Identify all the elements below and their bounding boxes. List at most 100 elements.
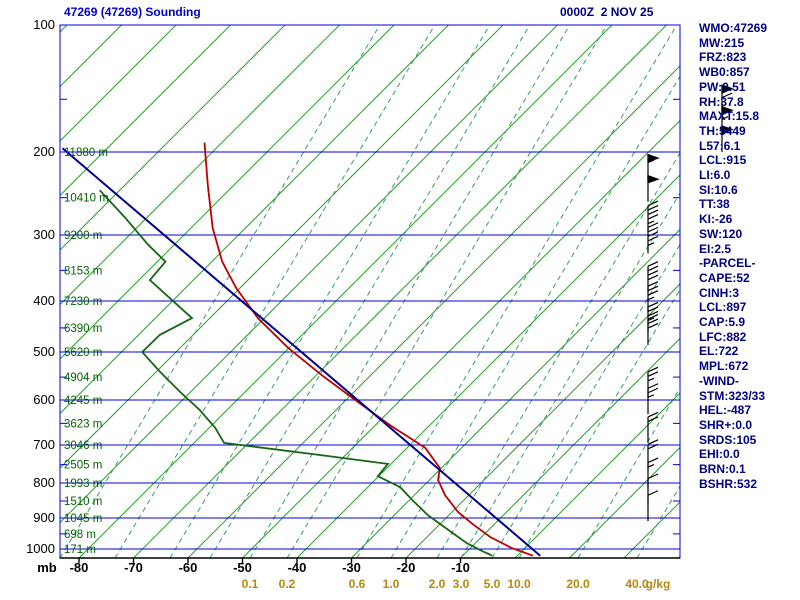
stat-line: CAPE:52 bbox=[699, 270, 750, 285]
stat-line: BSHR:532 bbox=[699, 476, 758, 491]
mixing-ratio-label: 20.0 bbox=[566, 577, 590, 591]
wind-barb bbox=[647, 200, 659, 232]
height-label: 171 m bbox=[64, 544, 96, 556]
temp-tick-label: -20 bbox=[397, 560, 416, 575]
pressure-tick-label: 200 bbox=[33, 144, 55, 159]
pressure-tick-label: 400 bbox=[33, 293, 55, 308]
stat-line: L57:6.1 bbox=[699, 138, 741, 153]
height-label: 698 m bbox=[64, 529, 96, 541]
temp-tick-label: -70 bbox=[124, 560, 143, 575]
mixing-ratio-label: 3.0 bbox=[453, 577, 470, 591]
height-label: 5620 m bbox=[64, 347, 102, 359]
dewpoint-curve bbox=[99, 189, 493, 557]
stat-line: MAXT:15.8 bbox=[699, 109, 760, 124]
stat-line: MW:215 bbox=[699, 35, 745, 50]
wind-barb bbox=[647, 261, 659, 293]
stat-line: CINH:3 bbox=[699, 285, 740, 300]
pressure-tick-label: 800 bbox=[33, 475, 55, 490]
mixing-ratio-label: 0.6 bbox=[349, 577, 366, 591]
stat-line: SRDS:105 bbox=[699, 432, 757, 447]
mixing-ratio-label: 10.0 bbox=[507, 577, 531, 591]
wind-barbs bbox=[647, 84, 734, 522]
mixing-ratio-label: 40.0 bbox=[625, 577, 649, 591]
height-label: 8153 m bbox=[64, 265, 102, 277]
stat-line: BRN:0.1 bbox=[699, 462, 746, 477]
pressure-tick-label: 900 bbox=[33, 510, 55, 525]
stat-line: TT:38 bbox=[699, 197, 730, 212]
stat-line: -WIND- bbox=[699, 373, 739, 388]
mixing-unit-label: g/kg bbox=[646, 577, 671, 591]
height-label: 4245 m bbox=[64, 395, 102, 407]
pressure-unit-label: mb bbox=[37, 560, 57, 575]
mixing-ratio-label: 1.0 bbox=[383, 577, 400, 591]
stat-line: RH:37.8 bbox=[699, 94, 744, 109]
height-label: 2505 m bbox=[64, 460, 102, 472]
height-label: 1045 m bbox=[64, 513, 102, 525]
height-label: 1510 m bbox=[64, 496, 102, 508]
mixing-ratio-lines bbox=[60, 25, 680, 558]
height-label: 1993 m bbox=[64, 478, 102, 490]
stats-panel: WMO:47269 MW:215 FRZ:823 WB0:857 PW:0.51 RH:3… bbox=[699, 21, 799, 492]
temp-tick-label: -30 bbox=[342, 560, 361, 575]
wind-barb bbox=[647, 457, 659, 489]
bottom-axis bbox=[60, 557, 680, 563]
stat-line: LI:6.0 bbox=[699, 168, 731, 183]
wind-barb bbox=[721, 125, 734, 152]
stat-line: EI:2.5 bbox=[699, 241, 732, 256]
stat-line: FRZ:823 bbox=[699, 50, 747, 65]
mixing-ratio-label: 0.2 bbox=[279, 577, 296, 591]
stat-line: SHR+:0.0 bbox=[699, 417, 753, 432]
wind-barb bbox=[647, 174, 660, 202]
stat-line: SW:120 bbox=[699, 226, 743, 241]
profile-curves bbox=[61, 142, 541, 557]
height-label: 6390 m bbox=[64, 323, 102, 335]
height-label: 10410 m bbox=[64, 193, 109, 205]
stat-line: SI:10.6 bbox=[699, 182, 738, 197]
temp-tick-label: -50 bbox=[233, 560, 252, 575]
temp-tick-label: -80 bbox=[70, 560, 89, 575]
pressure-tick-label: 700 bbox=[33, 437, 55, 452]
wind-barb bbox=[647, 383, 659, 415]
stat-line: KI:-26 bbox=[699, 212, 733, 227]
stat-line: STM:323/33 bbox=[699, 388, 766, 403]
pressure-tick-label: 100 bbox=[33, 17, 55, 32]
stat-line: LCL:915 bbox=[699, 153, 747, 168]
height-label: 3623 m bbox=[64, 418, 102, 430]
wind-barb bbox=[647, 411, 659, 443]
temp-tick-label: -60 bbox=[179, 560, 198, 575]
stat-line: PW:0.51 bbox=[699, 79, 746, 94]
stat-line: WB0:857 bbox=[699, 65, 750, 80]
stat-line: MPL:672 bbox=[699, 359, 749, 374]
stat-line: -PARCEL- bbox=[699, 256, 756, 271]
stat-line: WMO:47269 bbox=[699, 21, 768, 35]
parcel-curve bbox=[61, 147, 541, 557]
stat-line: EL:722 bbox=[699, 344, 739, 359]
mixing-ratio-label: 5.0 bbox=[484, 577, 501, 591]
stat-line: EHI:0.0 bbox=[699, 447, 740, 462]
height-label: 7230 m bbox=[64, 296, 102, 308]
grid-layer bbox=[60, 25, 680, 558]
mixing-ratio-label: 0.1 bbox=[242, 577, 259, 591]
stat-line: LFC:882 bbox=[699, 329, 747, 344]
stat-line: HEL:-487 bbox=[699, 403, 752, 418]
wind-barb bbox=[647, 313, 659, 346]
pressure-tick-label: 600 bbox=[33, 392, 55, 407]
temp-tick-label: -10 bbox=[451, 560, 470, 575]
pressure-tick-label: 300 bbox=[33, 227, 55, 242]
pressure-tick-label: 500 bbox=[33, 344, 55, 359]
pressure-tick-label: 1000 bbox=[26, 541, 55, 556]
isotherm-lines bbox=[60, 25, 680, 558]
temp-tick-label: -40 bbox=[288, 560, 307, 575]
stat-line: LCL:897 bbox=[699, 300, 747, 315]
datetime-label: 0000Z 2 NOV 25 bbox=[560, 5, 654, 19]
page-title: 47269 (47269) Sounding bbox=[64, 5, 201, 19]
height-label: 9200 m bbox=[64, 230, 102, 242]
temperature-curve bbox=[203, 142, 534, 557]
wind-barb bbox=[647, 222, 659, 254]
stat-line: TH:5449 bbox=[699, 123, 746, 138]
stat-line: CAP:5.9 bbox=[699, 315, 746, 330]
height-label: 11880 m bbox=[64, 147, 108, 159]
wind-barb bbox=[647, 439, 659, 471]
